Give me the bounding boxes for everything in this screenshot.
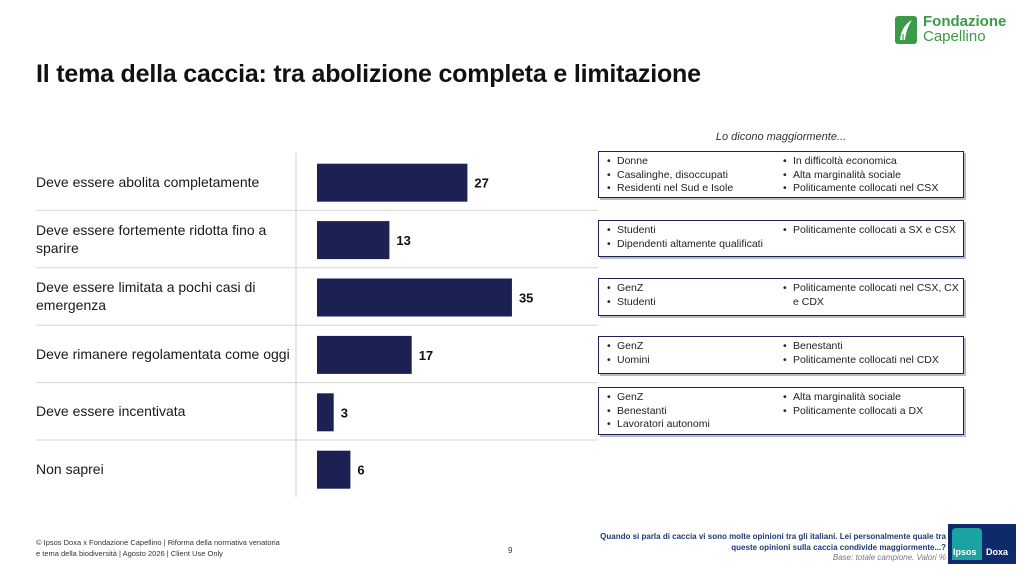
- page-title: Il tema della caccia: tra abolizione com…: [36, 60, 701, 88]
- note-item: In difficoltà economica: [781, 155, 959, 169]
- brand-logo: Fondazione Capellino: [895, 14, 1015, 48]
- doxa-label: Doxa: [986, 547, 1009, 557]
- category-label: Deve essere abolita completamente: [36, 173, 260, 190]
- brand-name-line1: Fondazione: [923, 13, 1007, 30]
- bar: [317, 393, 334, 432]
- note-column-right: Politicamente collocati a SX e CSX: [781, 224, 959, 238]
- category-label-text: Deve essere limitata a pochi casi di eme…: [36, 279, 256, 314]
- base-note: Base: totale campione. Valori %: [832, 553, 946, 562]
- side-header: Lo dicono maggiormente...: [715, 131, 847, 143]
- note-item: Alta marginalità sociale: [781, 169, 959, 183]
- category-label: Deve rimanere regolamentata come oggi: [36, 345, 290, 362]
- note-item: Politicamente collocati nel CSX, CX e CD…: [781, 282, 959, 309]
- note-column-left: DonneCasalinghe, disoccupatiResidenti ne…: [605, 155, 783, 196]
- leaf-logo-icon: [895, 16, 917, 44]
- note-box: GenZStudentiPoliticamente collocati nel …: [598, 278, 964, 316]
- category-label-text: Non saprei: [36, 460, 104, 477]
- note-item: Politicamente collocati nel CDX: [781, 354, 959, 368]
- footer-copyright: © Ipsos Doxa x Fondazione Capellino | Ri…: [36, 538, 280, 558]
- category-label-text: Deve essere fortemente ridotta fino a sp…: [36, 222, 267, 257]
- bar-value-label: 17: [419, 348, 433, 363]
- note-item: Studenti: [605, 224, 783, 238]
- note-item: GenZ: [605, 340, 783, 354]
- category-label: Non saprei: [36, 460, 104, 477]
- category-label: Deve essere limitata a pochi casi di eme…: [36, 279, 256, 314]
- bar: [317, 335, 412, 374]
- note-column-right: BenestantiPoliticamente collocati nel CD…: [781, 340, 959, 367]
- note-box: GenZUominiBenestantiPoliticamente colloc…: [598, 336, 964, 374]
- ipsos-logo-mark: [952, 528, 982, 560]
- note-column-right: Politicamente collocati nel CSX, CX e CD…: [781, 282, 959, 309]
- category-label-text: Deve essere abolita completamente: [36, 173, 260, 190]
- note-item: Dipendenti altamente qualificati: [605, 238, 783, 252]
- category-label-text: Deve essere incentivata: [36, 403, 186, 420]
- note-item: Studenti: [605, 296, 783, 310]
- ipsos-doxa-logo: Ipsos Doxa: [948, 524, 1016, 564]
- survey-question: Quando si parla di caccia vi sono molte …: [600, 532, 946, 552]
- bar: [317, 278, 512, 317]
- category-label: Deve essere incentivata: [36, 403, 186, 420]
- note-item: Donne: [605, 155, 783, 169]
- note-column-left: StudentiDipendenti altamente qualificati: [605, 224, 783, 251]
- brand-name-line2: Capellino: [923, 28, 986, 45]
- note-item: Benestanti: [781, 340, 959, 354]
- bar: [317, 450, 351, 489]
- note-item: GenZ: [605, 282, 783, 296]
- note-item: Alta marginalità sociale: [781, 391, 959, 405]
- note-column-right: In difficoltà economicaAlta marginalità …: [781, 155, 959, 196]
- bar-value-label: 35: [519, 291, 533, 306]
- bar: [317, 163, 468, 202]
- note-box: GenZBenestantiLavoratori autonomiAlta ma…: [598, 387, 964, 435]
- note-column-left: GenZBenestantiLavoratori autonomi: [605, 391, 783, 432]
- bar-value-label: 13: [396, 233, 410, 248]
- category-label-text: Deve rimanere regolamentata come oggi: [36, 345, 290, 362]
- bar-value-label: 3: [341, 405, 348, 420]
- bar-value-label: 6: [357, 463, 364, 478]
- category-label: Deve essere fortemente ridotta fino a sp…: [36, 222, 267, 257]
- note-box: StudentiDipendenti altamente qualificati…: [598, 220, 964, 257]
- note-item: Residenti nel Sud e Isole: [605, 182, 783, 196]
- ipsos-label: Ipsos: [953, 547, 977, 557]
- note-item: Politicamente collocati nel CSX: [781, 182, 959, 196]
- note-item: Uomini: [605, 354, 783, 368]
- note-column-left: GenZUomini: [605, 340, 783, 367]
- note-item: Politicamente collocati a DX: [781, 405, 959, 419]
- note-column-left: GenZStudenti: [605, 282, 783, 309]
- bar: [317, 221, 390, 260]
- note-column-right: Alta marginalità socialePoliticamente co…: [781, 391, 959, 418]
- note-item: Benestanti: [605, 405, 783, 419]
- note-item: Lavoratori autonomi: [605, 418, 783, 432]
- page-number: 9: [508, 546, 513, 555]
- note-item: Politicamente collocati a SX e CSX: [781, 224, 959, 238]
- bar-value-label: 27: [474, 176, 488, 191]
- note-box: DonneCasalinghe, disoccupatiResidenti ne…: [598, 151, 964, 198]
- note-item: GenZ: [605, 391, 783, 405]
- note-item: Casalinghe, disoccupati: [605, 169, 783, 183]
